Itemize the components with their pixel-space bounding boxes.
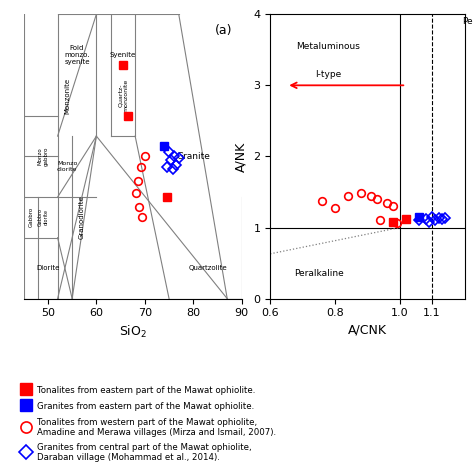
- X-axis label: SiO$_2$: SiO$_2$: [118, 324, 147, 340]
- Text: Gabbro
diorite: Gabbro diorite: [37, 209, 48, 227]
- Text: Monzo
gabbro: Monzo gabbro: [37, 146, 48, 166]
- Text: Peralkaline: Peralkaline: [294, 269, 344, 278]
- X-axis label: A/CNK: A/CNK: [348, 324, 387, 337]
- Text: Foid
monzo.
syenite: Foid monzo. syenite: [64, 45, 90, 65]
- Legend: Tonalites from eastern part of the Mawat ophiolite., Granites from eastern part : Tonalites from eastern part of the Mawat…: [18, 382, 278, 465]
- Y-axis label: A/NK: A/NK: [235, 141, 248, 172]
- Text: I-type: I-type: [315, 70, 342, 79]
- Text: Granodiorite: Granodiorite: [79, 195, 85, 239]
- Text: Metaluminous: Metaluminous: [297, 42, 360, 51]
- Text: Pe: Pe: [463, 17, 473, 26]
- Text: Gabbro: Gabbro: [28, 207, 34, 228]
- Text: Monzonite: Monzonite: [64, 77, 70, 114]
- Text: Diorite: Diorite: [36, 265, 60, 271]
- Text: Monzo
diorite: Monzo diorite: [57, 161, 77, 172]
- Text: Quartzolite: Quartzolite: [189, 265, 227, 271]
- Text: Granite: Granite: [176, 152, 210, 161]
- Text: (a): (a): [215, 24, 232, 37]
- Text: Syenite: Syenite: [110, 52, 136, 58]
- Text: Quartz-
monzonite: Quartz- monzonite: [118, 79, 128, 112]
